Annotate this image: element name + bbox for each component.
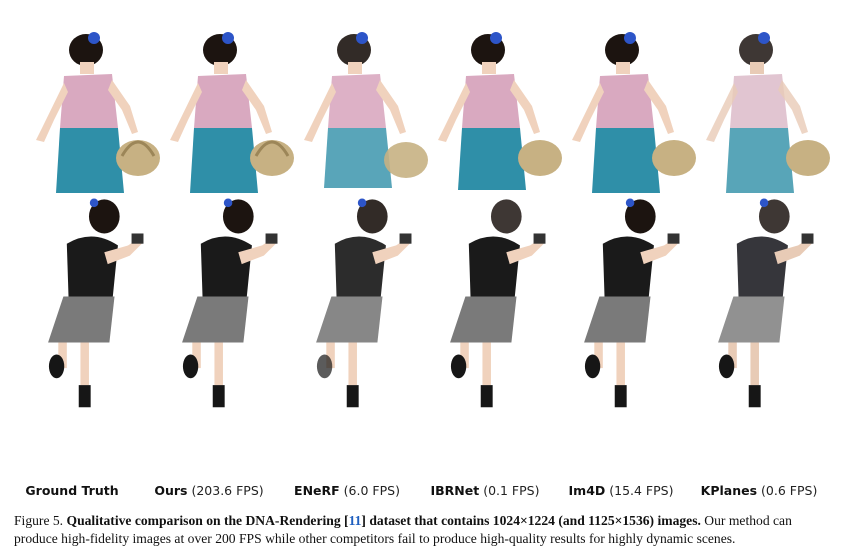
figure-basket-woman — [572, 32, 696, 193]
method-name: KPlanes — [700, 483, 758, 498]
figure-basket-woman — [304, 32, 428, 188]
figure-camera-woman — [316, 198, 412, 408]
row2-ground-truth-image — [16, 196, 150, 426]
row2-ibrnet-image — [418, 196, 552, 426]
label-ground-truth: Ground Truth — [5, 483, 139, 498]
label-ours: Ours (203.6 FPS) — [142, 483, 276, 498]
row2-kplanes-image — [686, 196, 820, 426]
figure-camera-woman — [584, 198, 680, 408]
figure-basket-woman — [170, 32, 294, 193]
figure-caption: Figure 5. Qualitative comparison on the … — [14, 512, 834, 548]
label-ibrnet: IBRNet (0.1 FPS) — [418, 483, 552, 498]
caption-bold-b: ] dataset that contains 1024×1224 (and 1… — [361, 513, 701, 528]
method-fps: (0.1 FPS) — [483, 483, 540, 498]
method-labels: Ground Truth Ours (203.6 FPS) ENeRF (6.0… — [0, 483, 843, 505]
figure-camera-woman — [718, 198, 814, 408]
caption-bold-a: Qualitative comparison on the DNA-Render… — [66, 513, 349, 528]
figure-camera-woman — [182, 198, 278, 408]
row1-im4d-image — [562, 3, 696, 233]
method-name: ENeRF — [294, 483, 340, 498]
label-kplanes: KPlanes (0.6 FPS) — [692, 483, 826, 498]
method-fps: (0.6 FPS) — [761, 483, 818, 498]
method-fps: (6.0 FPS) — [343, 483, 400, 498]
row1-ibrnet-image — [428, 3, 562, 233]
caption-body: Our method can produce high-fidelity ima… — [14, 513, 792, 546]
figure-camera-woman — [48, 198, 144, 408]
row2-im4d-image — [552, 196, 686, 426]
caption-prefix: Figure 5. — [14, 513, 64, 528]
method-name: Ground Truth — [25, 483, 119, 498]
figure-camera-woman — [450, 199, 546, 408]
caption-citation-link[interactable]: 11 — [348, 513, 362, 528]
method-name: Ours — [154, 483, 188, 498]
label-im4d: Im4D (15.4 FPS) — [554, 483, 688, 498]
method-fps: (203.6 FPS) — [191, 483, 264, 498]
row2-enerf-image — [284, 196, 418, 426]
row1-enerf-image — [294, 3, 428, 233]
label-enerf: ENeRF (6.0 FPS) — [280, 483, 414, 498]
figure-basket-woman — [438, 32, 562, 190]
method-name: Im4D — [568, 483, 606, 498]
row1-kplanes-image — [696, 3, 830, 233]
row1-ground-truth-image — [26, 3, 160, 233]
comparison-grid — [16, 3, 830, 426]
method-fps: (15.4 FPS) — [609, 483, 674, 498]
row2-ours-image — [150, 196, 284, 426]
figure-basket-woman — [706, 32, 830, 193]
row1-ours-image — [160, 3, 294, 233]
figure-basket-woman — [36, 32, 160, 193]
method-name: IBRNet — [430, 483, 480, 498]
